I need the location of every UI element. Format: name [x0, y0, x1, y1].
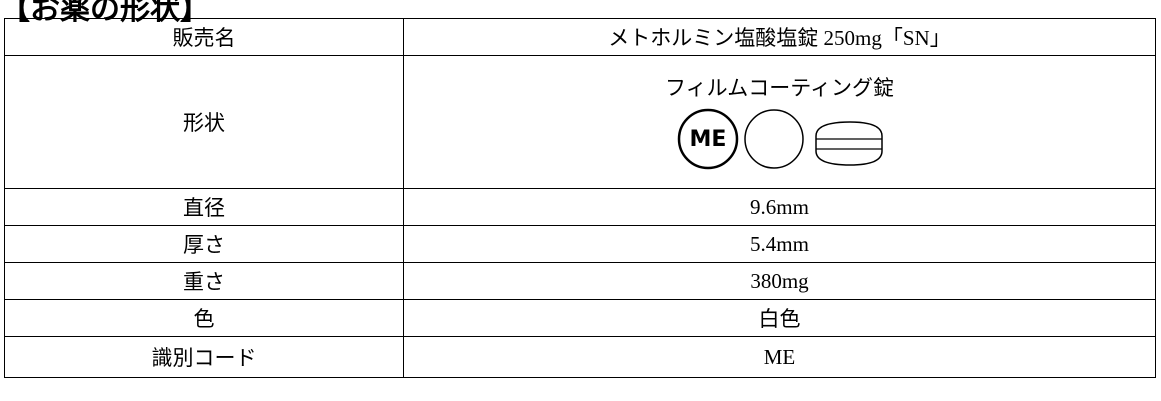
- row: 販売名 メトホルミン塩酸塩錠 250mg「SN」: [4, 18, 1156, 56]
- label-cell: 販売名: [4, 18, 404, 56]
- label-cell: 色: [4, 299, 404, 337]
- row: 重さ 380mg: [4, 262, 1156, 300]
- row: 色 白色: [4, 299, 1156, 337]
- shape-box: フィルムコーティング錠 ME: [404, 72, 1155, 172]
- value-cell: フィルムコーティング錠 ME: [403, 55, 1156, 189]
- spec-table: 販売名 メトホルミン塩酸塩錠 250mg「SN」 形状 フィルムコーティング錠 …: [4, 18, 1156, 378]
- value-cell: 白色: [403, 299, 1156, 337]
- value-cell: メトホルミン塩酸塩錠 250mg「SN」: [403, 18, 1156, 56]
- value-cell: ME: [403, 336, 1156, 378]
- tablet-back: [743, 109, 804, 169]
- value-cell: 9.6mm: [403, 188, 1156, 226]
- value-cell: 5.4mm: [403, 225, 1156, 263]
- row: 直径 9.6mm: [4, 188, 1156, 226]
- row: 厚さ 5.4mm: [4, 225, 1156, 263]
- label-cell: 直径: [4, 188, 404, 226]
- shape-text: フィルムコーティング錠: [665, 76, 894, 100]
- label-cell: 識別コード: [4, 336, 404, 378]
- tablet-front: [677, 108, 738, 170]
- value-cell: 380mg: [403, 262, 1156, 300]
- tablet-imprint: ME: [689, 127, 726, 152]
- label-cell: 重さ: [4, 262, 404, 300]
- row: 形状 フィルムコーティング錠 ME: [4, 55, 1156, 189]
- row: 識別コード ME: [4, 336, 1156, 378]
- label-cell: 厚さ: [4, 225, 404, 263]
- tablet-side: [814, 121, 883, 166]
- tablet-drawings: ME: [677, 108, 883, 170]
- label-cell: 形状: [4, 55, 404, 189]
